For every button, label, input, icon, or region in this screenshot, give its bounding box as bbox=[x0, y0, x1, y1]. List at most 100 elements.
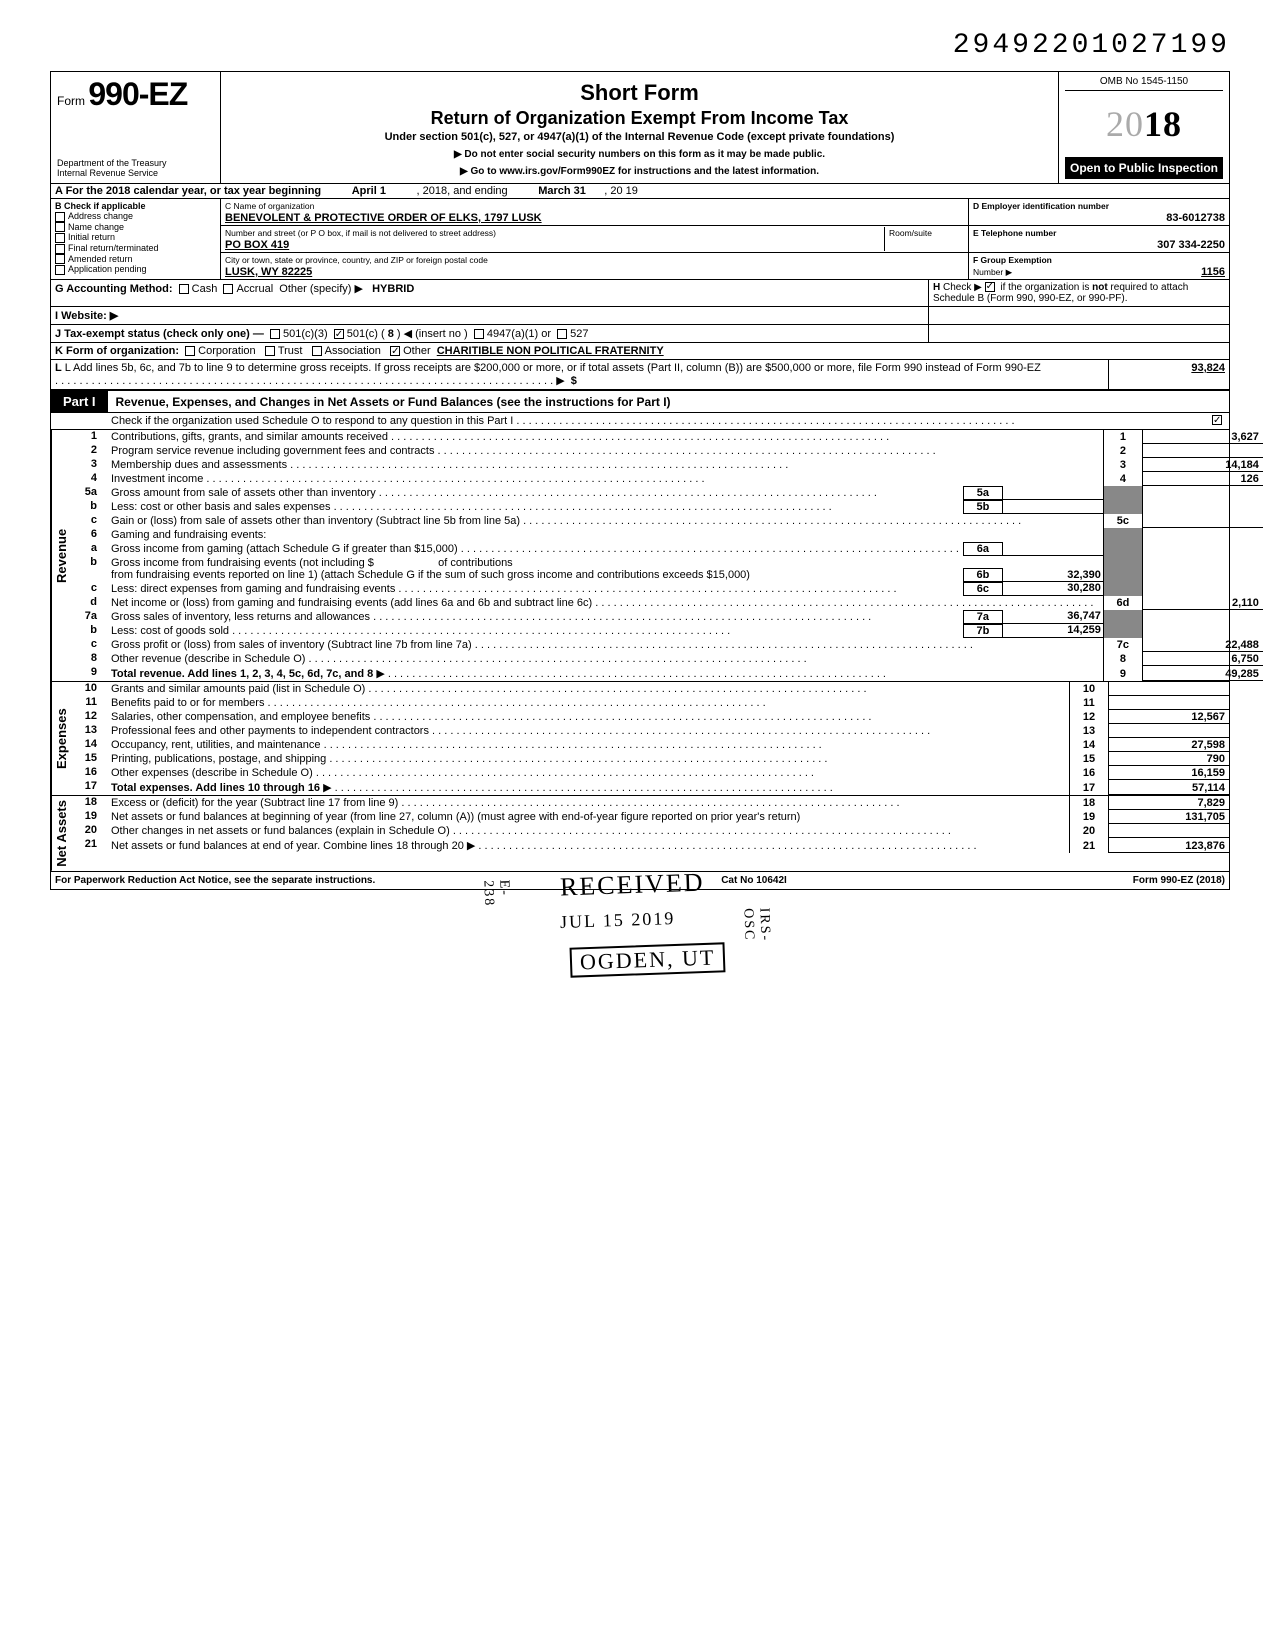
j-501c-num: 8 bbox=[388, 328, 394, 340]
cb-schedule-b[interactable] bbox=[985, 282, 995, 292]
stamp-irsosc: IRS-OSC bbox=[739, 907, 772, 943]
cb-initial-return[interactable] bbox=[55, 233, 65, 243]
city-label: City or town, state or province, country… bbox=[225, 255, 488, 265]
h-text: H Check ▶ if the organization is not req… bbox=[933, 282, 1188, 304]
cb-assoc[interactable] bbox=[312, 346, 322, 356]
tax-year: 2018 bbox=[1065, 103, 1223, 145]
opt-address-change: Address change bbox=[68, 211, 133, 221]
line-a-mid: , 2018, and ending bbox=[417, 185, 508, 197]
cb-corp[interactable] bbox=[185, 346, 195, 356]
l-text: L Add lines 5b, 6c, and 7b to line 9 to … bbox=[65, 362, 1041, 374]
cb-4947[interactable] bbox=[474, 329, 484, 339]
expenses-block: Expenses 10 Grants and similar amounts p… bbox=[51, 681, 1229, 796]
form-footer: For Paperwork Reduction Act Notice, see … bbox=[51, 871, 1229, 889]
e-label: E Telephone number bbox=[973, 228, 1056, 238]
cb-amended-return[interactable] bbox=[55, 254, 65, 264]
g-cash: Cash bbox=[192, 283, 218, 295]
line-15: 15 Printing, publications, postage, and … bbox=[71, 752, 1229, 766]
line-1: 1 Contributions, gifts, grants, and simi… bbox=[71, 430, 1263, 444]
warn-url: ▶ Go to www.irs.gov/Form990EZ for instru… bbox=[227, 166, 1052, 177]
cb-name-change[interactable] bbox=[55, 222, 65, 232]
line-g-h: G Accounting Method: Cash Accrual Other … bbox=[51, 280, 1229, 307]
line-5a: 5a Gross amount from sale of assets othe… bbox=[71, 486, 1263, 500]
line-b: b Less: cost or other basis and sales ex… bbox=[71, 500, 1263, 514]
cb-527[interactable] bbox=[557, 329, 567, 339]
line-i: I Website: ▶ bbox=[51, 307, 1229, 325]
cb-501c[interactable] bbox=[334, 329, 344, 339]
header-right: OMB No 1545-1150 2018 Open to Public Ins… bbox=[1059, 72, 1229, 183]
line-11: 11 Benefits paid to or for members 11 bbox=[71, 696, 1229, 710]
col-b-checkboxes: B Check if applicable Address change Nam… bbox=[51, 199, 221, 279]
org-street: PO BOX 419 bbox=[225, 239, 289, 251]
line-8: 8 Other revenue (describe in Schedule O)… bbox=[71, 652, 1263, 666]
room-label: Room/suite bbox=[889, 228, 932, 238]
cb-other-org[interactable] bbox=[390, 346, 400, 356]
group-exemption: 1156 bbox=[1201, 266, 1225, 278]
stamp-ogden: OGDEN, UT bbox=[570, 942, 726, 977]
cb-schedule-o[interactable] bbox=[1212, 415, 1222, 425]
line-2: 2 Program service revenue including gove… bbox=[71, 444, 1263, 458]
line-a-end: March 31 bbox=[538, 185, 586, 197]
line-j: J Tax-exempt status (check only one) — 5… bbox=[51, 325, 1229, 343]
open-to-public: Open to Public Inspection bbox=[1065, 157, 1223, 179]
line-7a: 7a Gross sales of inventory, less return… bbox=[71, 610, 1263, 624]
ein: 83-6012738 bbox=[973, 212, 1225, 224]
cb-final-return[interactable] bbox=[55, 244, 65, 254]
opt-initial-return: Initial return bbox=[68, 232, 115, 242]
cb-501c3[interactable] bbox=[270, 329, 280, 339]
opt-name-change: Name change bbox=[68, 222, 124, 232]
warn-ssn: ▶ Do not enter social security numbers o… bbox=[227, 149, 1052, 160]
f-label2: Number ▶ bbox=[973, 267, 1012, 277]
f-label: F Group Exemption bbox=[973, 255, 1052, 265]
line-a-text: A For the 2018 calendar year, or tax yea… bbox=[55, 185, 321, 197]
col-cdef: C Name of organization BENEVOLENT & PROT… bbox=[221, 199, 1229, 279]
j-label: J Tax-exempt status (check only one) — bbox=[55, 328, 264, 340]
form-number: Form 990-EZ bbox=[57, 76, 214, 113]
part1-check-row: Check if the organization used Schedule … bbox=[51, 413, 1229, 430]
dept2: Internal Revenue Service bbox=[57, 169, 214, 179]
cb-application-pending[interactable] bbox=[55, 265, 65, 275]
k-value: CHARITIBLE NON POLITICAL FRATERNITY bbox=[437, 345, 664, 357]
form-header: Form 990-EZ Department of the Treasury I… bbox=[51, 72, 1229, 184]
cb-cash[interactable] bbox=[179, 284, 189, 294]
d-label: D Employer identification number bbox=[973, 201, 1109, 211]
header-left: Form 990-EZ Department of the Treasury I… bbox=[51, 72, 221, 183]
form-990ez: Form 990-EZ Department of the Treasury I… bbox=[50, 71, 1230, 890]
document-locator-number: 29492201027199 bbox=[50, 30, 1230, 61]
line-13: 13 Professional fees and other payments … bbox=[71, 724, 1229, 738]
line-19: 19 Net assets or fund balances at beginn… bbox=[71, 810, 1229, 824]
part1-header: Part I Revenue, Expenses, and Changes in… bbox=[51, 390, 1229, 413]
line-a: a Gross income from gaming (attach Sched… bbox=[71, 542, 1263, 556]
line-12: 12 Salaries, other compensation, and emp… bbox=[71, 710, 1229, 724]
form-number-big: 990-EZ bbox=[88, 76, 187, 112]
line-3: 3 Membership dues and assessments 3 14,1… bbox=[71, 458, 1263, 472]
opt-amended-return: Amended return bbox=[68, 254, 133, 264]
g-accrual: Accrual bbox=[236, 283, 273, 295]
dept-block: Department of the Treasury Internal Reve… bbox=[57, 159, 214, 179]
part1-tab: Part I bbox=[51, 391, 108, 412]
foot-mid: Cat No 10642I bbox=[721, 875, 787, 886]
b-header: B Check if applicable bbox=[55, 201, 146, 211]
k-corp: Corporation bbox=[198, 345, 255, 357]
telephone: 307 334-2250 bbox=[973, 239, 1225, 251]
line-a-begin: April 1 bbox=[352, 185, 386, 197]
j-501c3: 501(c)(3) bbox=[283, 328, 328, 340]
cb-address-change[interactable] bbox=[55, 212, 65, 222]
line-l: L L Add lines 5b, 6c, and 7b to line 9 t… bbox=[51, 360, 1229, 390]
l-amount: 93,824 bbox=[1109, 360, 1229, 389]
cb-trust[interactable] bbox=[265, 346, 275, 356]
line-c: c Less: direct expenses from gaming and … bbox=[71, 582, 1263, 596]
i-website: I Website: ▶ bbox=[55, 310, 118, 322]
section-bcde: B Check if applicable Address change Nam… bbox=[51, 199, 1229, 280]
street-label: Number and street (or P O box, if mail i… bbox=[225, 228, 496, 238]
line-18: 18 Excess or (deficit) for the year (Sub… bbox=[71, 796, 1229, 810]
line-a-yr: , 20 19 bbox=[604, 185, 638, 197]
cb-accrual[interactable] bbox=[223, 284, 233, 294]
opt-final-return: Final return/terminated bbox=[68, 243, 159, 253]
org-city: LUSK, WY 82225 bbox=[225, 266, 312, 278]
foot-right: Form 990-EZ (2018) bbox=[1133, 875, 1225, 886]
org-name: BENEVOLENT & PROTECTIVE ORDER OF ELKS, 1… bbox=[225, 212, 542, 224]
line-14: 14 Occupancy, rent, utilities, and maint… bbox=[71, 738, 1229, 752]
omb-number: OMB No 1545-1150 bbox=[1065, 76, 1223, 91]
expenses-vlabel: Expenses bbox=[51, 682, 71, 795]
